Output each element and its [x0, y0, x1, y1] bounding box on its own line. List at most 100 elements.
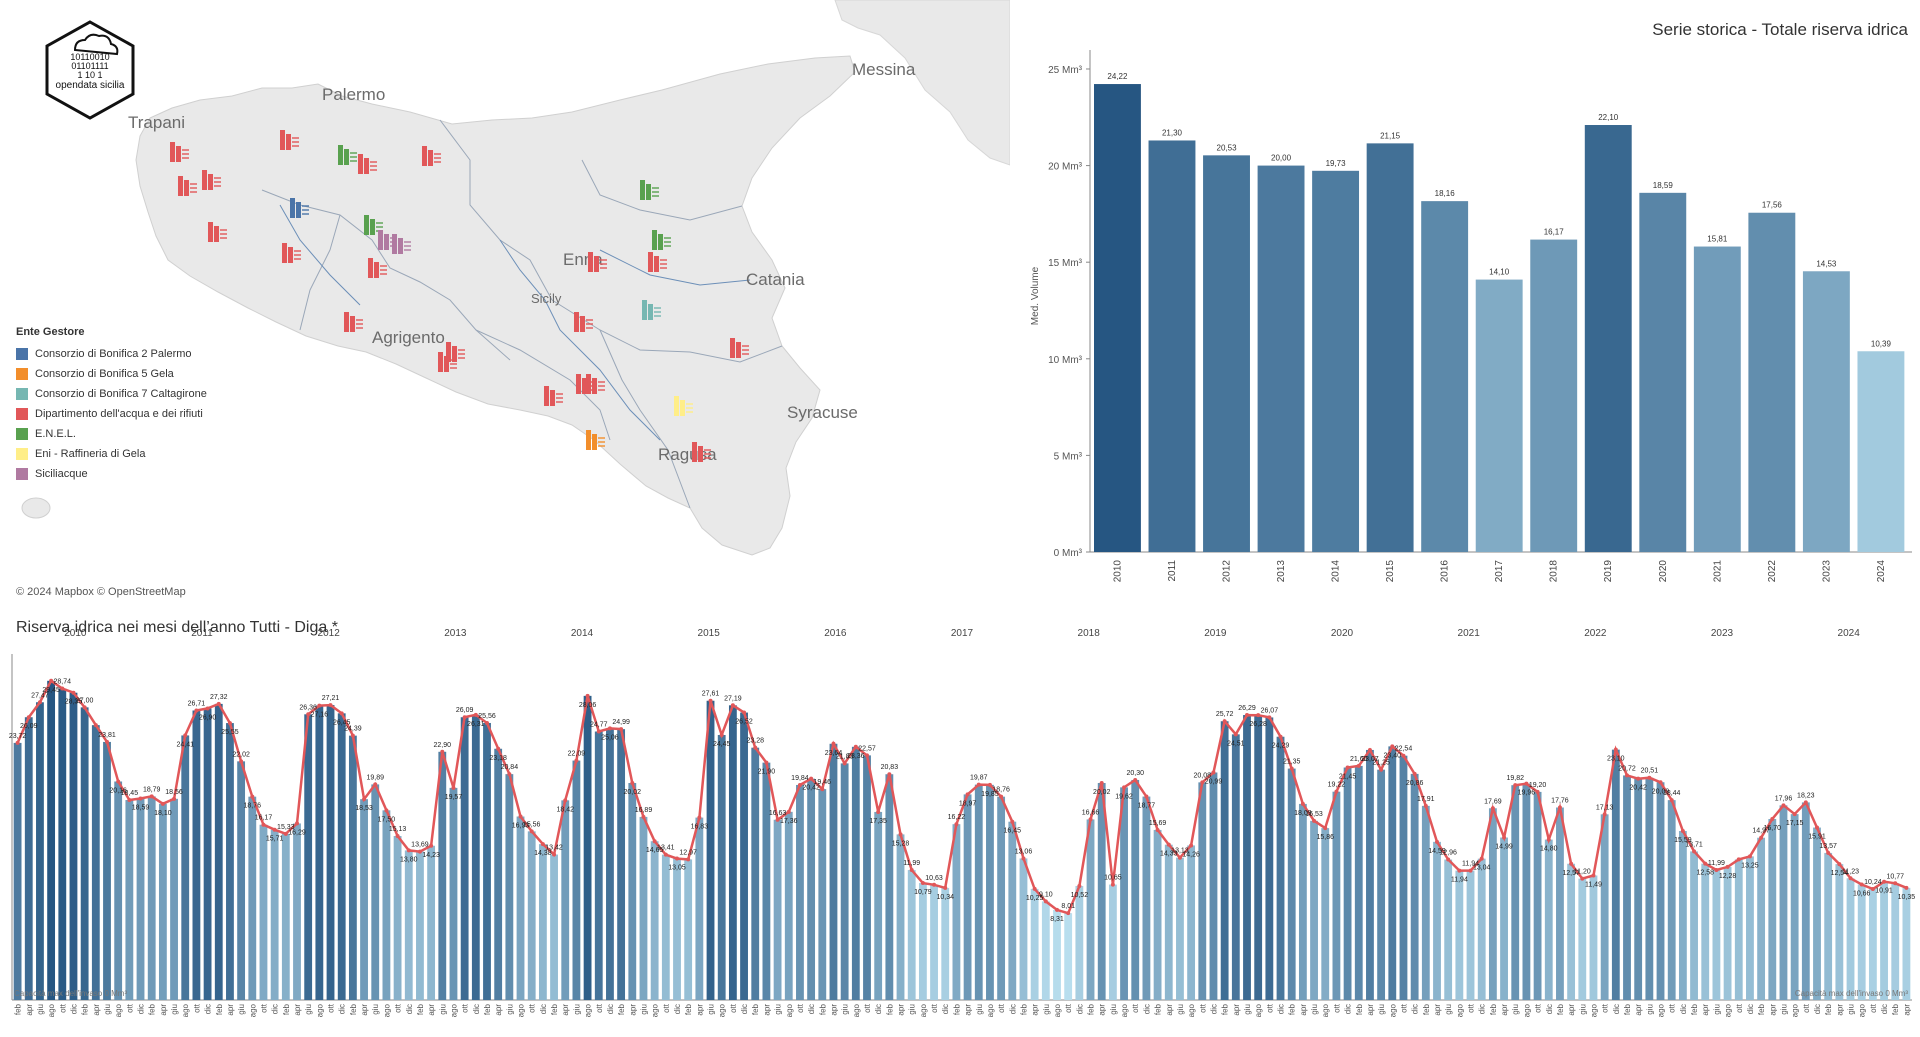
month-bar[interactable] — [103, 741, 111, 1000]
map-attribution[interactable]: © 2024 Mapbox © OpenStreetMap — [16, 586, 186, 598]
month-bar[interactable] — [1813, 827, 1821, 1000]
month-bar[interactable] — [661, 854, 670, 1000]
trend-point[interactable] — [362, 797, 367, 802]
trend-point[interactable] — [820, 787, 825, 792]
month-bar[interactable] — [1511, 785, 1520, 1000]
month-bar[interactable] — [728, 705, 737, 1000]
trend-point[interactable] — [1401, 753, 1406, 758]
month-bar[interactable] — [1220, 721, 1229, 1000]
month-bar[interactable] — [1366, 749, 1374, 1000]
trend-point[interactable] — [384, 808, 389, 813]
trend-point[interactable] — [306, 712, 311, 717]
trend-point[interactable] — [1625, 773, 1629, 778]
month-bar[interactable] — [136, 798, 145, 1000]
month-bar[interactable] — [1790, 814, 1799, 1000]
trend-point[interactable] — [1289, 766, 1294, 771]
trend-point[interactable] — [1613, 747, 1618, 752]
trend-point[interactable] — [708, 698, 713, 703]
month-bar[interactable] — [796, 784, 804, 1000]
month-bar[interactable] — [706, 700, 715, 1000]
trend-point[interactable] — [496, 746, 501, 751]
month-bar[interactable] — [438, 751, 447, 1000]
month-bar[interactable] — [1019, 858, 1028, 1000]
month-bar[interactable] — [807, 778, 816, 1000]
dam-marker[interactable] — [648, 252, 667, 272]
trend-point[interactable] — [1557, 805, 1562, 810]
month-bar[interactable] — [125, 800, 134, 1000]
bar-2022[interactable] — [1748, 212, 1796, 553]
trend-point[interactable] — [987, 782, 992, 787]
month-bar[interactable] — [404, 850, 413, 1000]
month-bar[interactable] — [1377, 769, 1386, 1000]
trend-point[interactable] — [1546, 837, 1551, 842]
trend-point[interactable] — [1200, 780, 1205, 785]
dam-marker[interactable] — [652, 230, 671, 250]
month-bar[interactable] — [594, 731, 603, 1000]
trend-point[interactable] — [172, 796, 177, 801]
month-bar[interactable] — [248, 796, 257, 1000]
trend-point[interactable] — [920, 881, 925, 886]
month-bar[interactable] — [1433, 841, 1441, 1000]
month-bar[interactable] — [617, 729, 626, 1000]
trend-point[interactable] — [1423, 803, 1428, 808]
trend-point[interactable] — [216, 701, 221, 706]
trend-point[interactable] — [1468, 868, 1473, 873]
trend-point[interactable] — [1826, 850, 1831, 855]
month-bar[interactable] — [1477, 858, 1486, 1000]
month-bar[interactable] — [1723, 866, 1732, 1000]
bar-2011[interactable] — [1148, 140, 1196, 552]
month-bar[interactable] — [1500, 837, 1508, 1000]
month-bar[interactable] — [483, 722, 491, 1000]
month-bar[interactable] — [1410, 773, 1419, 1000]
trend-point[interactable] — [1703, 861, 1708, 866]
month-bar[interactable] — [203, 708, 212, 1000]
month-bar[interactable] — [326, 705, 335, 1000]
trend-point[interactable] — [160, 801, 165, 806]
month-bar[interactable] — [863, 755, 871, 1000]
trend-point[interactable] — [1066, 911, 1071, 916]
month-bar[interactable] — [293, 823, 301, 1000]
bar-2020[interactable] — [1639, 192, 1687, 553]
month-bar[interactable] — [907, 870, 916, 1000]
trend-point[interactable] — [529, 829, 534, 834]
month-bar[interactable] — [114, 781, 123, 1000]
trend-point[interactable] — [540, 842, 545, 847]
month-bar[interactable] — [259, 824, 268, 1000]
dam-marker[interactable] — [344, 312, 363, 332]
month-bar[interactable] — [1097, 783, 1106, 1000]
trend-point[interactable] — [574, 758, 579, 763]
month-bar[interactable] — [1835, 864, 1844, 1000]
trend-point[interactable] — [417, 849, 422, 854]
month-bar[interactable] — [1399, 755, 1408, 1000]
trend-point[interactable] — [1155, 827, 1160, 832]
month-bar[interactable] — [382, 810, 391, 1000]
trend-point[interactable] — [1300, 801, 1305, 806]
legend-item[interactable]: Dipartimento dell'acqua e dei rifiuti — [16, 404, 207, 424]
month-bar[interactable] — [1131, 779, 1140, 1000]
month-bar[interactable] — [1891, 883, 1900, 1000]
dam-marker[interactable] — [692, 442, 711, 462]
trend-point[interactable] — [149, 794, 154, 799]
month-bar[interactable] — [348, 735, 357, 1000]
month-bar[interactable] — [80, 707, 89, 1000]
trend-point[interactable] — [663, 852, 668, 857]
dam-markers[interactable] — [170, 130, 749, 462]
map-panel[interactable]: 10110010 01101111 1 10 1 opendata sicili… — [0, 0, 1010, 600]
trend-point[interactable] — [1636, 776, 1641, 781]
trend-point[interactable] — [1245, 713, 1249, 718]
month-bar[interactable] — [1634, 778, 1643, 1000]
trend-point[interactable] — [15, 740, 20, 745]
trend-point[interactable] — [1714, 868, 1719, 873]
trend-point[interactable] — [1367, 747, 1372, 752]
trend-point[interactable] — [1524, 781, 1529, 786]
trend-point[interactable] — [1770, 816, 1775, 821]
month-bar[interactable] — [13, 742, 22, 1000]
month-bar[interactable] — [1343, 767, 1352, 1000]
dam-marker[interactable] — [358, 154, 377, 174]
month-bar[interactable] — [393, 836, 402, 1000]
trend-point[interactable] — [183, 733, 188, 738]
legend-item[interactable]: E.N.E.L. — [16, 424, 207, 444]
bar-2019[interactable] — [1584, 125, 1632, 552]
dam-marker[interactable] — [290, 198, 309, 218]
month-bar[interactable] — [360, 799, 368, 1000]
